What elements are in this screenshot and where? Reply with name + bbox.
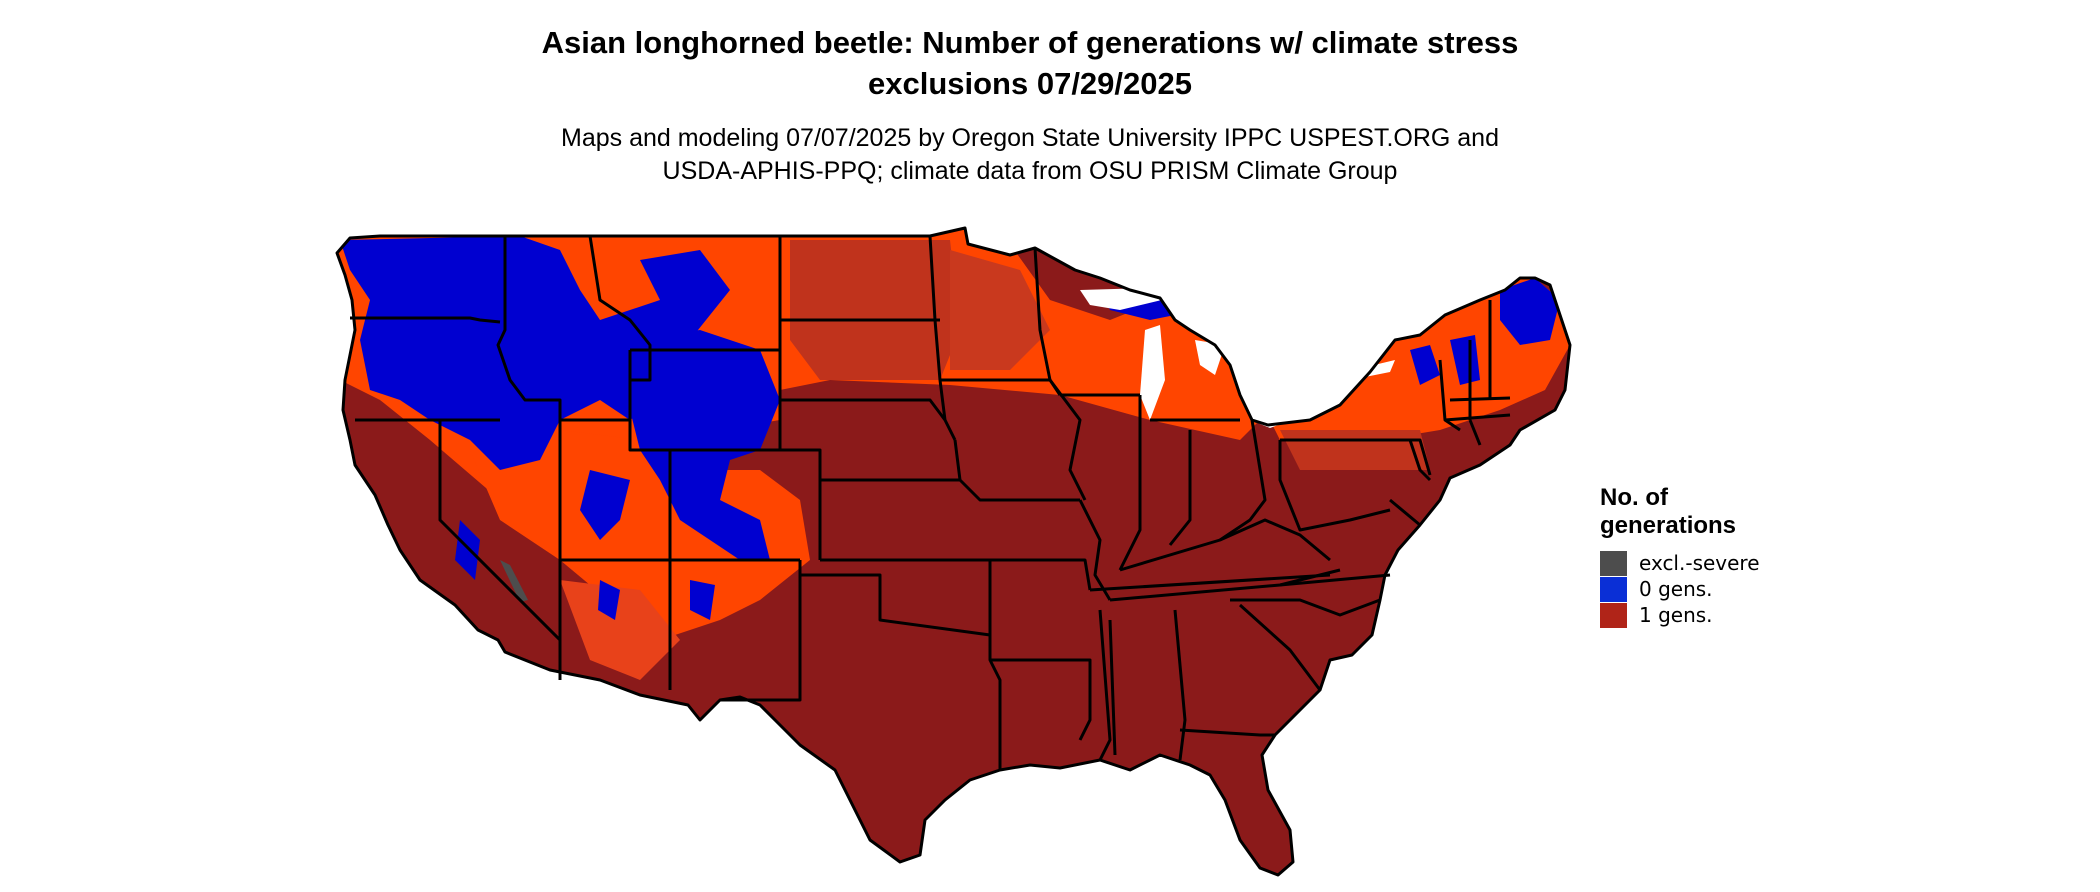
legend-items: excl.-severe 0 gens. 1 gens. (1600, 550, 1860, 628)
border-in-oh (1168, 430, 1192, 546)
one-gen-light-arizona (560, 580, 680, 680)
zero-gen-adirondacks (1410, 345, 1440, 385)
border-ky-north (1119, 518, 1331, 572)
border-va-nc (1279, 573, 1391, 587)
border-ga-sc (1238, 603, 1322, 691)
map-subtitle-line-1: Maps and modeling 07/07/2025 by Oregon S… (561, 124, 1499, 152)
legend-item-0-gens: 0 gens. (1600, 576, 1860, 602)
legend-item-1-gens: 1 gens. (1600, 602, 1860, 628)
border-ms-west (1098, 609, 1112, 761)
zero-gen-washington (370, 240, 470, 320)
border-nc-sc (1230, 598, 1381, 617)
border-co-east (780, 448, 822, 560)
border-ms-al (1108, 619, 1117, 756)
zero-gen-new-england (1450, 335, 1480, 385)
legend-title: No. of generations (1600, 484, 1860, 540)
zero-gen-utah (580, 470, 630, 540)
legend-swatch-1-gens (1600, 602, 1627, 628)
border-wi-mn (1033, 247, 1087, 501)
legend-label-1-gens: 1 gens. (1639, 603, 1713, 627)
zero-gen-sierra (455, 520, 480, 580)
border-wa-or (350, 316, 501, 324)
border-ma-north (1449, 396, 1511, 402)
border-id-west (496, 236, 562, 420)
map-subtitle-line-2: USDA-APHIS-PPQ; climate data from OSU PR… (662, 157, 1398, 185)
border-ma-south (1444, 413, 1511, 422)
border-pa-south (1278, 440, 1391, 532)
map-subtitle: Maps and modeling 07/07/2025 by Oregon S… (420, 122, 1640, 188)
us-outline (335, 226, 1572, 877)
excluded-severe-patch (500, 560, 528, 602)
map-title-line-1: Asian longhorned beetle: Number of gener… (541, 25, 1519, 60)
legend-swatch-0-gens (1600, 576, 1627, 602)
one-gen-mid-dakotas (790, 240, 960, 380)
border-oh-pa-wv (1219, 419, 1267, 542)
border-nd-mn (928, 235, 947, 421)
border-il-in (1118, 395, 1142, 571)
border-wy-ut (628, 350, 672, 560)
border-pa-ny (1280, 438, 1432, 476)
border-al-ga (1173, 609, 1187, 761)
border-ky-tn (1089, 573, 1331, 592)
legend-title-line-2: generations (1600, 512, 1737, 539)
legend-title-line-1: No. of (1600, 484, 1668, 511)
border-ar-la (990, 658, 1092, 741)
one-gen-mid-pennsylvania (1280, 430, 1430, 470)
legend-label-excl-severe: excl.-severe (1639, 551, 1760, 575)
border-fl-north (1179, 728, 1275, 737)
legend-swatch-excl-severe (1600, 550, 1627, 576)
border-mo-east (1078, 499, 1112, 601)
lake-michigan (1140, 325, 1165, 420)
map-legend: No. of generations excl.-severe 0 gens. … (1600, 484, 1860, 628)
border-ca-nv (438, 420, 562, 680)
one-gen-mid-minnesota (950, 250, 1050, 370)
border-mo-ar (990, 558, 1092, 591)
map-title-line-2: exclusions 07/29/2025 (867, 66, 1192, 101)
legend-label-0-gens: 0 gens. (1639, 577, 1713, 601)
border-tx-east (988, 560, 1002, 770)
border-nm-tx (720, 560, 802, 702)
zero-gen-wyoming-colorado (630, 330, 780, 560)
zero-gen-arizona-peaks (598, 580, 620, 620)
border-md-de (1389, 498, 1421, 527)
border-ct-ri (1468, 419, 1482, 446)
state-borders (335, 226, 1572, 877)
border-ia-mo (953, 439, 1080, 502)
legend-item-excl-severe: excl.-severe (1600, 550, 1860, 576)
map-title: Asian longhorned beetle: Number of gener… (420, 22, 1640, 104)
lake-erie (1250, 405, 1320, 428)
border-ok-tx (800, 573, 991, 637)
zero-gen-maine (1500, 278, 1560, 345)
border-nj (1408, 439, 1432, 482)
zero-gen-new-mexico-peaks (690, 580, 715, 620)
border-sd-ne (780, 398, 957, 441)
one-gen-light-southwest (470, 430, 810, 640)
